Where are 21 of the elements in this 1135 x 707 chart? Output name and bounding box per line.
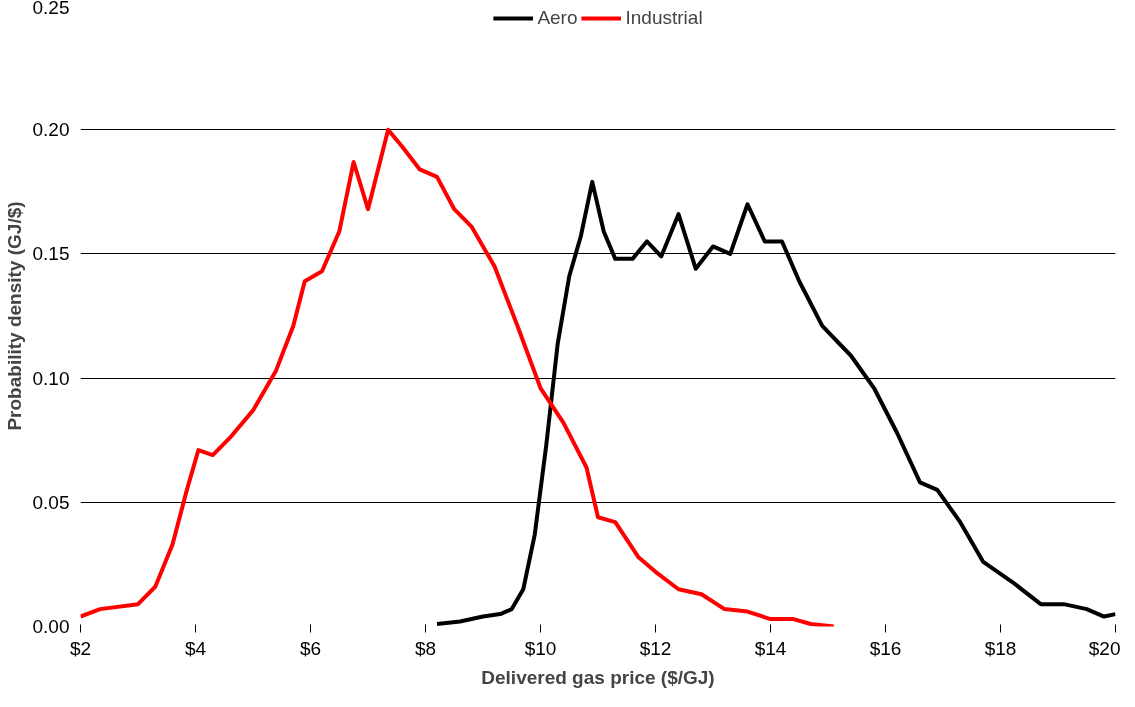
x-tick-label: $16 bbox=[869, 637, 902, 659]
x-tick-label: $8 bbox=[414, 637, 437, 659]
legend-label: Industrial bbox=[625, 7, 703, 29]
y-tick-label: 0.25 bbox=[32, 0, 70, 18]
y-tick-label: 0.15 bbox=[32, 243, 70, 265]
y-tick-label: 0.10 bbox=[32, 367, 70, 389]
x-tick-label: $2 bbox=[69, 637, 92, 659]
y-tick-label: 0.20 bbox=[32, 119, 70, 141]
x-axis-title: Delivered gas price ($/GJ) bbox=[481, 666, 715, 688]
y-tick-label: 0.00 bbox=[32, 616, 70, 637]
x-tick-label: $20 bbox=[1088, 637, 1121, 659]
x-tick-label: $18 bbox=[984, 637, 1017, 659]
x-tick-label: $4 bbox=[184, 637, 207, 659]
legend-label: Aero bbox=[537, 7, 578, 29]
x-tick-label: $10 bbox=[524, 637, 557, 659]
y-tick-label: 0.05 bbox=[32, 491, 70, 513]
x-tick-label: $6 bbox=[299, 637, 322, 659]
x-tick-label: $12 bbox=[639, 637, 672, 659]
line-series bbox=[80, 127, 836, 627]
x-tick-label: $14 bbox=[754, 637, 787, 659]
y-axis-title: Probability density (GJ/$) bbox=[3, 201, 25, 431]
